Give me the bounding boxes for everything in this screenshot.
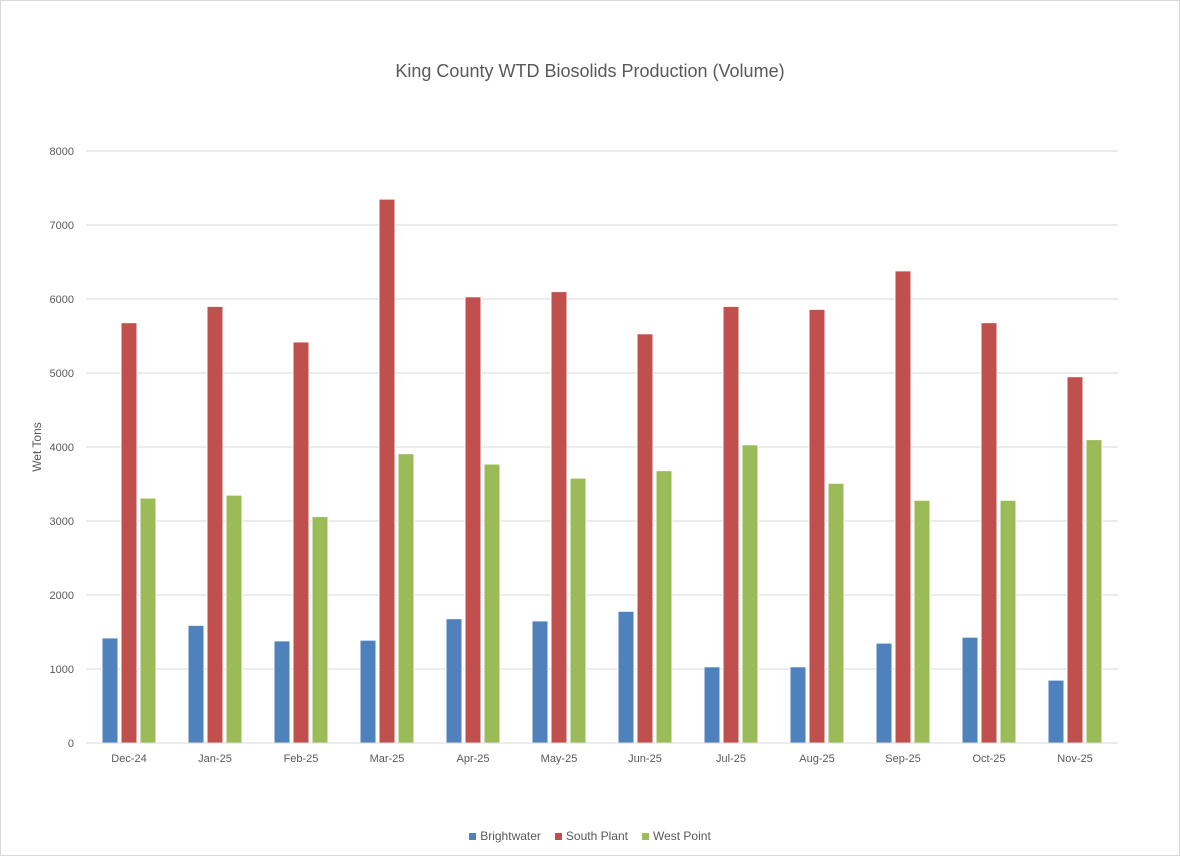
legend: Brightwater South Plant West Point — [1, 829, 1179, 843]
x-tick-label: Jan-25 — [198, 753, 232, 765]
bar-brightwater — [101, 637, 119, 744]
x-tick-label: Nov-25 — [1057, 753, 1092, 765]
bar-south-plant — [894, 270, 912, 744]
bar-south-plant — [292, 341, 310, 744]
legend-swatch — [641, 832, 649, 840]
x-tick-label: Apr-25 — [456, 753, 489, 765]
x-tick-label: Jul-25 — [716, 753, 746, 765]
bar-west-point — [741, 444, 759, 744]
bar-south-plant — [636, 333, 654, 744]
y-tick-label: 8000 — [50, 146, 74, 158]
bar-brightwater — [531, 620, 549, 744]
bar-brightwater — [445, 618, 463, 744]
bar-west-point — [999, 499, 1017, 744]
bar-south-plant — [980, 322, 998, 744]
bar-south-plant — [120, 322, 138, 744]
legend-label: West Point — [652, 829, 711, 843]
x-tick-label: Sep-25 — [885, 753, 920, 765]
bar-west-point — [483, 463, 501, 744]
bar-brightwater — [273, 640, 291, 744]
legend-label: Brightwater — [480, 829, 541, 843]
bar-brightwater — [961, 636, 979, 744]
x-tick-label: Oct-25 — [972, 753, 1005, 765]
x-tick-label: Feb-25 — [284, 753, 319, 765]
y-tick-label: 1000 — [50, 664, 74, 676]
bar-west-point — [139, 497, 157, 744]
bar-brightwater — [617, 610, 635, 744]
y-tick-label: 6000 — [50, 294, 74, 306]
chart-title: King County WTD Biosolids Production (Vo… — [395, 61, 785, 81]
x-tick-label: May-25 — [541, 753, 578, 765]
legend-swatch — [554, 832, 562, 840]
legend-swatch — [469, 832, 477, 840]
y-tick-label: 0 — [68, 738, 74, 750]
bar-brightwater — [359, 639, 377, 744]
bar-brightwater — [703, 666, 721, 744]
x-tick-label: Mar-25 — [370, 753, 405, 765]
bar-west-point — [569, 477, 587, 744]
bar-south-plant — [808, 308, 826, 744]
bar-south-plant — [378, 198, 396, 744]
legend-item: South Plant — [554, 829, 628, 843]
y-tick-label: 4000 — [50, 442, 74, 454]
bar-west-point — [311, 516, 329, 744]
x-tick-label: Dec-24 — [111, 753, 146, 765]
bar-brightwater — [187, 624, 205, 744]
bar-west-point — [1085, 439, 1103, 744]
bar-brightwater — [1047, 679, 1065, 744]
bar-south-plant — [464, 296, 482, 744]
bar-west-point — [397, 453, 415, 744]
y-tick-label: 3000 — [50, 516, 74, 528]
bar-south-plant — [550, 291, 568, 744]
bar-west-point — [827, 482, 845, 744]
legend-item: Brightwater — [469, 829, 541, 843]
bar-west-point — [655, 470, 673, 744]
bar-south-plant — [722, 305, 740, 744]
legend-item: West Point — [641, 829, 711, 843]
x-tick-label: Jun-25 — [628, 753, 662, 765]
x-tick-label: Aug-25 — [799, 753, 834, 765]
y-tick-label: 5000 — [50, 368, 74, 380]
bar-south-plant — [206, 305, 224, 744]
y-tick-label: 7000 — [50, 220, 74, 232]
y-tick-label: 2000 — [50, 590, 74, 602]
bar-brightwater — [875, 642, 893, 744]
bar-south-plant — [1066, 376, 1084, 744]
legend-label: South Plant — [565, 829, 628, 843]
bar-west-point — [913, 499, 931, 744]
bar-west-point — [225, 494, 243, 744]
bar-brightwater — [789, 666, 807, 744]
